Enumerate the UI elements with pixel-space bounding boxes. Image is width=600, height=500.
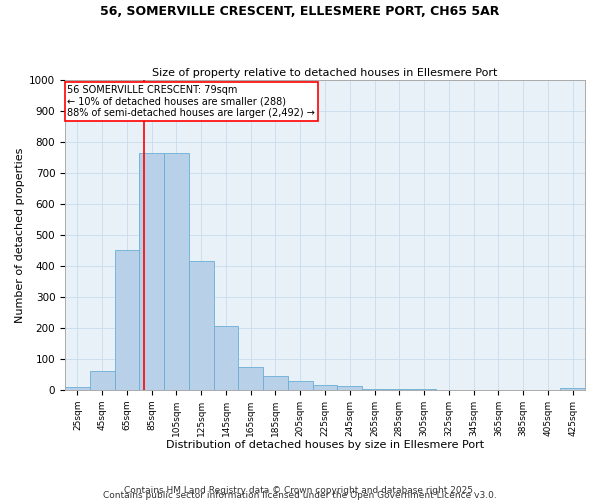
Y-axis label: Number of detached properties: Number of detached properties <box>15 148 25 322</box>
Bar <box>263 376 288 390</box>
Bar <box>560 388 585 390</box>
Bar <box>288 381 313 390</box>
Bar <box>65 386 90 390</box>
Bar <box>313 385 337 390</box>
Bar <box>115 250 139 390</box>
Bar <box>362 389 387 390</box>
Text: 56, SOMERVILLE CRESCENT, ELLESMERE PORT, CH65 5AR: 56, SOMERVILLE CRESCENT, ELLESMERE PORT,… <box>100 5 500 18</box>
Text: Contains public sector information licensed under the Open Government Licence v3: Contains public sector information licen… <box>103 490 497 500</box>
Bar <box>238 366 263 390</box>
Bar <box>90 371 115 390</box>
X-axis label: Distribution of detached houses by size in Ellesmere Port: Distribution of detached houses by size … <box>166 440 484 450</box>
Title: Size of property relative to detached houses in Ellesmere Port: Size of property relative to detached ho… <box>152 68 497 78</box>
Text: Contains HM Land Registry data © Crown copyright and database right 2025.: Contains HM Land Registry data © Crown c… <box>124 486 476 495</box>
Bar <box>387 389 412 390</box>
Bar <box>139 153 164 390</box>
Bar <box>214 326 238 390</box>
Bar <box>337 386 362 390</box>
Text: 56 SOMERVILLE CRESCENT: 79sqm
← 10% of detached houses are smaller (288)
88% of : 56 SOMERVILLE CRESCENT: 79sqm ← 10% of d… <box>67 85 316 118</box>
Bar <box>164 153 189 390</box>
Bar <box>189 262 214 390</box>
